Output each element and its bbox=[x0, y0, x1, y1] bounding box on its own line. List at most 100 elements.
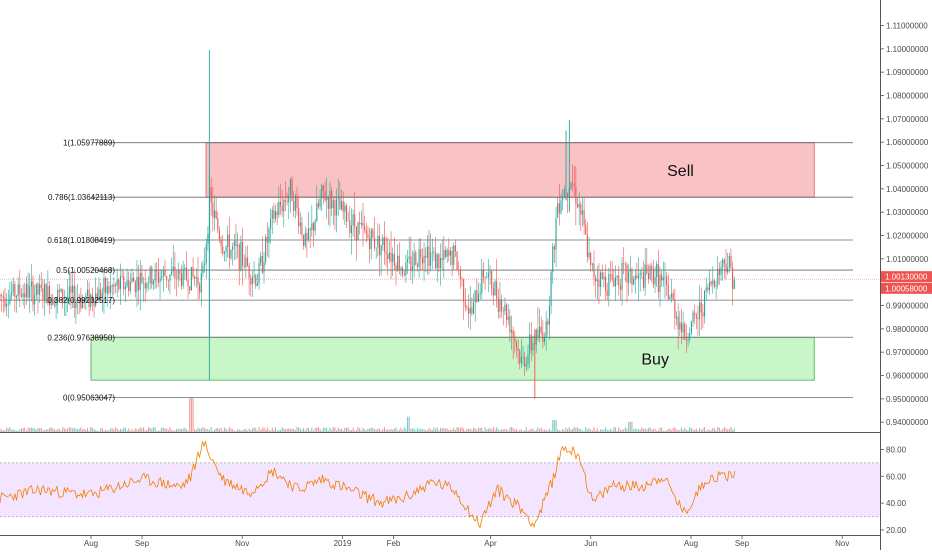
volume-bar bbox=[276, 430, 278, 432]
zone-label-sell: Sell bbox=[667, 163, 694, 180]
candle-body bbox=[306, 233, 308, 240]
volume-bar bbox=[715, 430, 717, 432]
volume-bar bbox=[172, 430, 174, 432]
volume-bar bbox=[420, 428, 422, 432]
candle-body bbox=[329, 190, 331, 209]
volume-bar bbox=[176, 428, 178, 432]
volume-bar bbox=[73, 427, 75, 432]
volume-bar bbox=[344, 427, 346, 432]
volume-bar bbox=[718, 427, 720, 432]
volume-bar bbox=[197, 427, 199, 432]
volume-bar bbox=[35, 429, 37, 432]
volume-bar bbox=[339, 429, 341, 432]
volume-bar bbox=[468, 429, 470, 432]
volume-bar bbox=[220, 427, 222, 432]
volume-bar bbox=[337, 427, 339, 432]
volume-bar bbox=[524, 430, 526, 432]
volume-bar bbox=[550, 430, 552, 432]
candle-body bbox=[385, 251, 387, 254]
volume-bar bbox=[265, 429, 267, 432]
candle-body bbox=[11, 292, 13, 296]
candle-body bbox=[725, 263, 727, 273]
candle-body bbox=[199, 284, 201, 293]
volume-bar bbox=[677, 429, 679, 432]
price-tag-label: 1.00058000 bbox=[885, 284, 928, 293]
volume-bar bbox=[349, 430, 351, 432]
candle-body bbox=[233, 241, 235, 247]
volume-bar bbox=[326, 427, 328, 432]
volume-bar bbox=[225, 428, 227, 432]
candle-body bbox=[270, 218, 272, 229]
candle-body bbox=[595, 277, 597, 282]
candle-body bbox=[641, 272, 643, 274]
candle-body bbox=[713, 280, 715, 287]
volume-bar bbox=[454, 430, 456, 432]
candle-body bbox=[487, 273, 489, 278]
volume-bar bbox=[573, 427, 575, 432]
candle-body bbox=[106, 286, 108, 294]
rsi-pane bbox=[0, 439, 880, 529]
volume-bar bbox=[436, 427, 438, 432]
candle-body bbox=[17, 284, 19, 297]
candle-body bbox=[187, 279, 189, 287]
candle-body bbox=[197, 277, 199, 285]
candle-body bbox=[644, 264, 646, 288]
candle-body bbox=[591, 263, 593, 265]
candle-body bbox=[289, 178, 291, 196]
candle-body bbox=[430, 252, 432, 266]
volume-bar bbox=[398, 429, 400, 432]
candle-body bbox=[453, 245, 455, 265]
volume-bar bbox=[291, 428, 293, 432]
volume-bar bbox=[129, 430, 131, 432]
candle-body bbox=[100, 289, 102, 299]
volume-bar bbox=[596, 428, 598, 432]
volume-bar bbox=[270, 430, 272, 432]
rsi-tick-label: 80.00 bbox=[886, 445, 907, 454]
volume-bar bbox=[430, 429, 432, 432]
candle-body bbox=[705, 287, 707, 291]
candle-body bbox=[15, 296, 18, 298]
volume-bar bbox=[119, 428, 121, 432]
volume-bar bbox=[294, 430, 296, 432]
candle-body bbox=[596, 279, 598, 282]
volume-bar bbox=[7, 428, 9, 432]
candle-body bbox=[380, 245, 382, 256]
candle-body bbox=[50, 297, 52, 306]
candle-body bbox=[344, 205, 346, 212]
candle-body bbox=[7, 303, 9, 305]
candle-body bbox=[440, 258, 442, 269]
candle-body bbox=[540, 326, 542, 333]
candle-body bbox=[661, 274, 663, 281]
candle-body bbox=[679, 322, 681, 330]
candle-body bbox=[616, 275, 618, 278]
volume-bar bbox=[194, 429, 196, 432]
volume-bar bbox=[476, 430, 478, 432]
candle-body bbox=[575, 186, 577, 205]
volume-bar bbox=[534, 430, 536, 432]
candle-body bbox=[286, 201, 288, 203]
volume-bar bbox=[34, 428, 36, 432]
candle-body bbox=[345, 205, 348, 222]
rsi-band bbox=[0, 462, 880, 517]
time-tick-label: Feb bbox=[387, 539, 401, 548]
candle-body bbox=[12, 284, 14, 293]
volume-bar bbox=[113, 429, 115, 432]
fib-level-label: 0.236(0.97638950) bbox=[47, 333, 115, 342]
volume-bar bbox=[725, 428, 727, 432]
candle-body bbox=[147, 282, 150, 284]
candle-body bbox=[398, 255, 400, 270]
volume-bar bbox=[289, 428, 291, 432]
candle-body bbox=[499, 299, 501, 312]
candle-body bbox=[609, 274, 612, 275]
volume-bar bbox=[515, 428, 517, 432]
candle-body bbox=[184, 267, 186, 269]
candle-body bbox=[576, 204, 579, 208]
candle-body bbox=[336, 198, 338, 216]
volume-bar bbox=[230, 428, 232, 432]
candle-body bbox=[375, 247, 377, 249]
candle-body bbox=[497, 298, 499, 312]
volume-bar bbox=[639, 429, 641, 432]
candle-body bbox=[471, 307, 473, 314]
